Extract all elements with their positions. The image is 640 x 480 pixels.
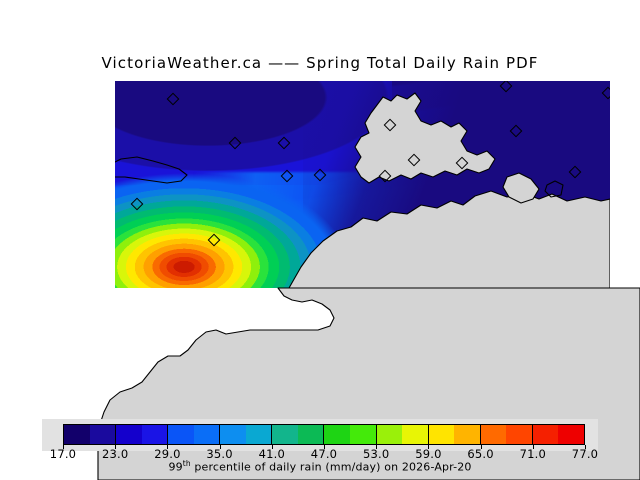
colorbar-segment: [297, 425, 324, 444]
colorbar-tick-labels: 17.0 23.0 29.0 35.0 41.0 47.0 53.0 59.0 65.0 71.0…: [50, 447, 598, 461]
colorbar-tick: [271, 445, 273, 449]
colorbar-tick: [63, 445, 64, 449]
colorbar-tick-label: 47.0: [310, 447, 338, 461]
colorbar-segment: [323, 425, 351, 444]
colorbar-tick-label: 35.0: [206, 447, 233, 461]
colorbar-tick-label: 29.0: [154, 447, 181, 461]
station-marker[interactable]: [568, 165, 582, 179]
colorbar-segment: [141, 425, 168, 444]
colorbar-segment: [167, 425, 194, 444]
colorbar-segment: [350, 425, 376, 444]
station-marker[interactable]: [280, 169, 294, 183]
colorbar[interactable]: [63, 424, 585, 445]
colorbar-tick: [585, 445, 586, 449]
page-title: VictoriaWeather.ca —— Spring Total Daily…: [101, 54, 539, 72]
station-marker[interactable]: [509, 124, 523, 138]
colorbar-segment: [479, 425, 507, 444]
colorbar-segment: [64, 425, 90, 444]
colorbar-tick-label: 59.0: [415, 447, 442, 461]
station-marker[interactable]: [228, 136, 242, 150]
caption-suffix: percentile of daily rain (mm/day) on 202…: [190, 460, 472, 474]
colorbar-segment: [89, 425, 116, 444]
colorbar-tick: [428, 445, 430, 449]
station-marker[interactable]: [207, 233, 221, 247]
colorbar-segment: [193, 425, 220, 444]
station-marker[interactable]: [499, 81, 513, 92]
land-mass-inside-plot: [115, 92, 610, 288]
station-marker[interactable]: [167, 92, 180, 105]
colorbar-segment: [375, 425, 403, 444]
station-marker[interactable]: [407, 153, 421, 167]
colorbar-tick-label: 71.0: [519, 447, 546, 461]
station-marker[interactable]: [314, 168, 327, 182]
colorbar-tick: [532, 445, 534, 449]
contour-field: [115, 81, 610, 288]
colorbar-segment: [427, 425, 455, 444]
station-marker[interactable]: [277, 136, 291, 150]
colorbar-segment: [245, 425, 272, 444]
map-plot-area[interactable]: [115, 81, 610, 288]
colorbar-tick: [115, 445, 117, 449]
colorbar-tick-label: 53.0: [362, 447, 390, 461]
colorbar-segment: [219, 425, 246, 444]
station-marker[interactable]: [455, 156, 468, 170]
colorbar-tick: [376, 445, 378, 449]
colorbar-tick-label: 23.0: [101, 447, 129, 461]
station-marker[interactable]: [130, 197, 144, 211]
colorbar-tick-label: 41.0: [258, 447, 285, 461]
colorbar-segment: [271, 425, 298, 444]
colorbar-tick: [219, 445, 221, 449]
station-marker[interactable]: [378, 169, 392, 183]
colorbar-caption: 99th percentile of daily rain (mm/day) o…: [0, 459, 640, 474]
colorbar-segment: [506, 425, 532, 444]
colorbar-tick-label: 17.0: [49, 447, 77, 461]
colorbar-tick: [324, 445, 325, 449]
colorbar-tick: [480, 445, 482, 449]
caption-prefix: 99: [168, 460, 183, 474]
colorbar-segment: [454, 425, 480, 444]
station-marker[interactable]: [383, 118, 397, 132]
colorbar-tick-label: 77.0: [571, 447, 599, 461]
colorbar-segment: [531, 425, 559, 444]
colorbar-ticks: [63, 445, 586, 450]
colorbar-segment: [558, 425, 584, 444]
colorbar-segment: [115, 425, 142, 444]
colorbar-segment: [402, 425, 428, 444]
colorbar-tick: [167, 445, 169, 449]
station-markers: [115, 81, 610, 288]
caption-superscript: th: [182, 459, 191, 468]
colorbar-tick-label: 65.0: [467, 447, 494, 461]
station-marker[interactable]: [601, 87, 610, 100]
